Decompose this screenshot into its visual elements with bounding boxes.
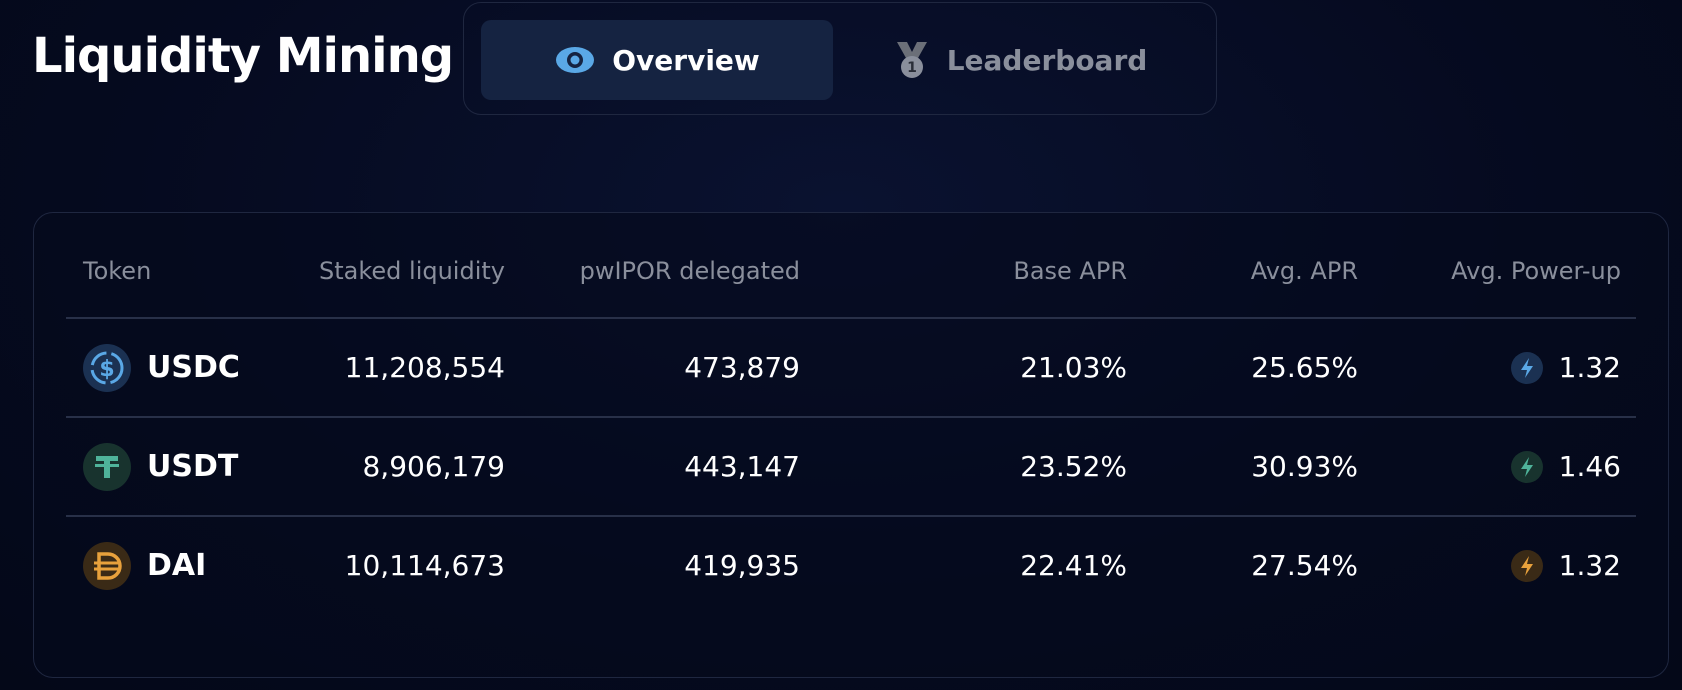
token-name: USDC bbox=[147, 350, 240, 385]
table-cell: 1.46 bbox=[1366, 417, 1621, 516]
column-header: pwIPOR delegated bbox=[579, 256, 800, 285]
token-icon: $ bbox=[83, 343, 131, 392]
table-cell: 473,879 bbox=[684, 351, 800, 384]
power-icon bbox=[1510, 549, 1543, 582]
token-name: USDT bbox=[147, 449, 239, 484]
token-logo: $ bbox=[83, 343, 131, 392]
power-icon bbox=[1510, 450, 1543, 483]
power-icon bbox=[1510, 351, 1543, 384]
token-cell: DAI bbox=[83, 516, 366, 615]
table-cell: 30.93% bbox=[1251, 450, 1358, 483]
power-value: 1.46 bbox=[1558, 450, 1621, 483]
token-logo bbox=[83, 541, 131, 590]
tab-label: Overview bbox=[612, 43, 760, 77]
table-cell: 11,208,554 bbox=[344, 351, 505, 384]
column-header: Staked liquidity bbox=[319, 256, 505, 285]
table-cell: 443,147 bbox=[684, 450, 800, 483]
column-header: Avg. APR bbox=[1250, 256, 1358, 285]
column-header: Token bbox=[83, 256, 152, 285]
page-title: Liquidity Mining bbox=[32, 28, 454, 84]
table-cell: 21.03% bbox=[1020, 351, 1127, 384]
tab[interactable]: Overview bbox=[481, 20, 833, 100]
table-cell: 8,906,179 bbox=[362, 450, 505, 483]
column-header: Avg. Power-up bbox=[1451, 256, 1621, 285]
token-name: DAI bbox=[147, 548, 207, 583]
table-cell: 1.32 bbox=[1366, 318, 1621, 417]
token-logo bbox=[83, 442, 131, 491]
table-cell: 10,114,673 bbox=[344, 549, 505, 582]
token-icon bbox=[83, 541, 131, 590]
bolt bbox=[1510, 549, 1543, 582]
table-row: DAI 10,114,673 419,935 22.41% 27.54% 1.32 bbox=[66, 516, 1636, 615]
table-row: $ USDC 11,208,554 473,879 21.03% 25.65% 1.32 bbox=[66, 318, 1636, 417]
tab[interactable]: 1 Leaderboard bbox=[844, 20, 1196, 100]
row-divider bbox=[66, 317, 1636, 319]
table-cell: 23.52% bbox=[1020, 450, 1127, 483]
row-divider bbox=[66, 416, 1636, 418]
tab-bar: Overview 1 Leaderboard bbox=[463, 2, 1217, 115]
tab-label: Leaderboard bbox=[946, 43, 1148, 77]
bolt bbox=[1510, 450, 1543, 483]
power-value: 1.32 bbox=[1558, 549, 1621, 582]
power-value: 1.32 bbox=[1558, 351, 1621, 384]
table-cell: 22.41% bbox=[1020, 549, 1127, 582]
table-cell: 1.32 bbox=[1366, 516, 1621, 615]
table-row: USDT 8,906,179 443,147 23.52% 30.93% 1.46 bbox=[66, 417, 1636, 516]
eye-icon bbox=[556, 47, 595, 73]
token-cell: USDT bbox=[83, 417, 366, 516]
token-icon bbox=[83, 442, 131, 491]
svg-text:$: $ bbox=[99, 357, 114, 382]
medal-icon: 1 bbox=[896, 42, 927, 78]
column-header: Base APR bbox=[1013, 256, 1127, 285]
table-cell: 419,935 bbox=[684, 549, 800, 582]
table-cell: 25.65% bbox=[1251, 351, 1358, 384]
bolt bbox=[1510, 351, 1543, 384]
row-divider bbox=[66, 515, 1636, 517]
table-cell: 27.54% bbox=[1251, 549, 1358, 582]
token-cell: $ USDC bbox=[83, 318, 366, 417]
table-panel: Token Staked liquidity pwIPOR delegated Bas… bbox=[33, 212, 1669, 678]
header-row: Token Staked liquidity pwIPOR delegated Bas… bbox=[66, 223, 1636, 318]
svg-text:1: 1 bbox=[907, 60, 917, 76]
